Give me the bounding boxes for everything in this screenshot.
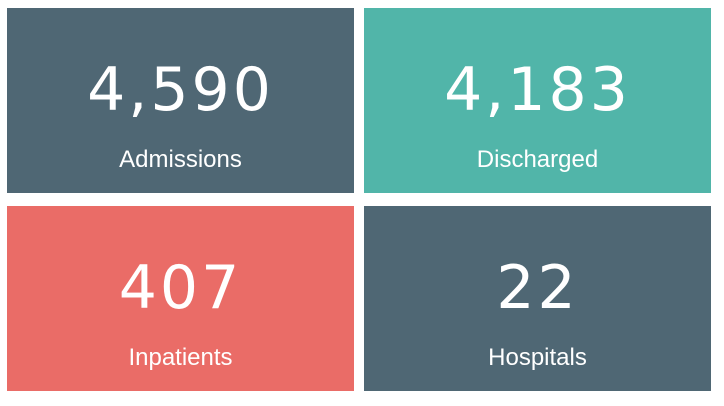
admissions-label: Admissions	[119, 146, 242, 173]
hospitals-value: 22	[496, 253, 579, 323]
discharged-card[interactable]: 4,183 Discharged	[364, 8, 711, 193]
hospitals-card[interactable]: 22 Hospitals	[364, 206, 711, 391]
admissions-card[interactable]: 4,590 Admissions	[7, 8, 354, 193]
inpatients-card[interactable]: 407 Inpatients	[7, 206, 354, 391]
discharged-value: 4,183	[444, 55, 631, 125]
inpatients-label: Inpatients	[128, 344, 233, 371]
hospitals-label: Hospitals	[488, 344, 587, 371]
inpatients-value: 407	[118, 253, 243, 323]
admissions-value: 4,590	[87, 55, 274, 125]
discharged-label: Discharged	[476, 146, 599, 173]
